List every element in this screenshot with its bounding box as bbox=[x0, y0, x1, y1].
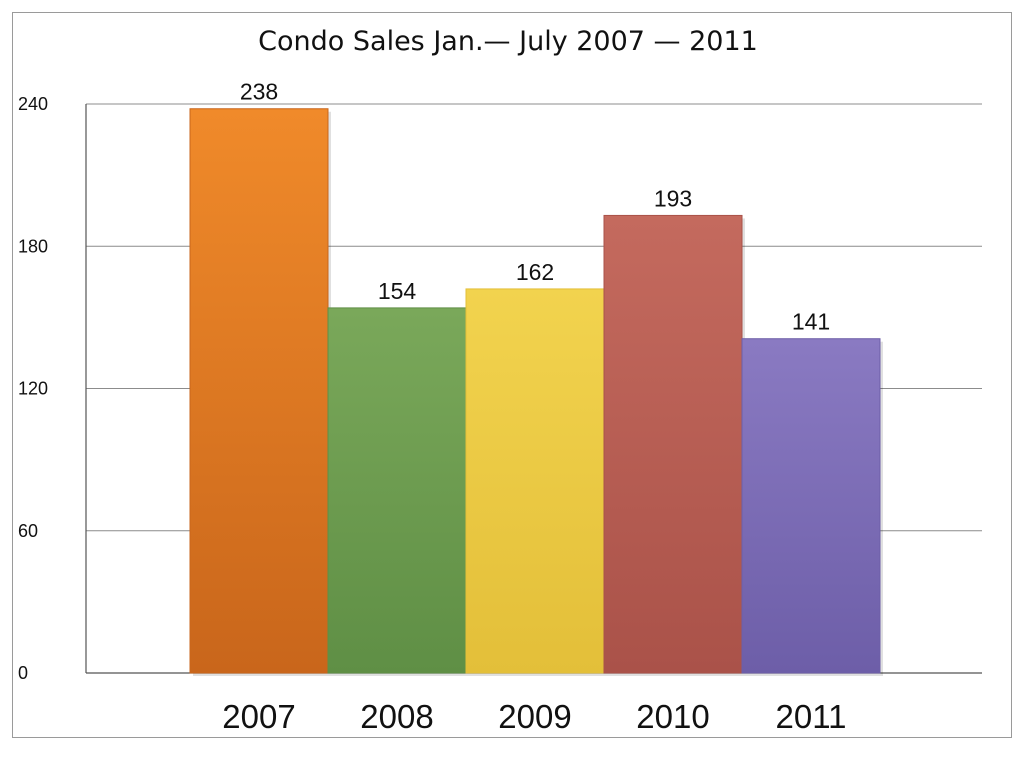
data-label-2009: 162 bbox=[516, 259, 554, 285]
y-tick-label: 0 bbox=[18, 663, 28, 683]
data-label-2007: 238 bbox=[240, 79, 278, 105]
x-tick-label-2010: 2010 bbox=[636, 698, 709, 735]
x-tick-label-2007: 2007 bbox=[222, 698, 295, 735]
y-tick-label: 180 bbox=[18, 236, 48, 256]
data-label-2008: 154 bbox=[378, 278, 417, 304]
data-labels: 238 154 162 193 141 bbox=[240, 79, 830, 335]
data-label-2011: 141 bbox=[792, 309, 830, 335]
x-tick-label-2008: 2008 bbox=[360, 698, 433, 735]
bar-2008 bbox=[327, 307, 467, 674]
bar-2010 bbox=[603, 214, 743, 674]
x-axis-ticks: 2007 2008 2009 2010 2011 bbox=[222, 698, 846, 735]
x-tick-label-2009: 2009 bbox=[498, 698, 571, 735]
bars bbox=[189, 108, 883, 676]
bar-2009 bbox=[465, 288, 605, 674]
chart-title: Condo Sales Jan.— July 2007 — 2011 bbox=[258, 26, 758, 57]
y-tick-label: 240 bbox=[18, 94, 48, 114]
bar-2007 bbox=[189, 108, 329, 674]
y-tick-label: 120 bbox=[18, 379, 48, 399]
bar-2011 bbox=[741, 338, 881, 674]
y-axis-ticks: 0 60 120 180 240 bbox=[18, 94, 48, 683]
x-tick-label-2011: 2011 bbox=[776, 698, 847, 735]
data-label-2010: 193 bbox=[654, 185, 692, 211]
y-tick-label: 60 bbox=[18, 521, 38, 541]
